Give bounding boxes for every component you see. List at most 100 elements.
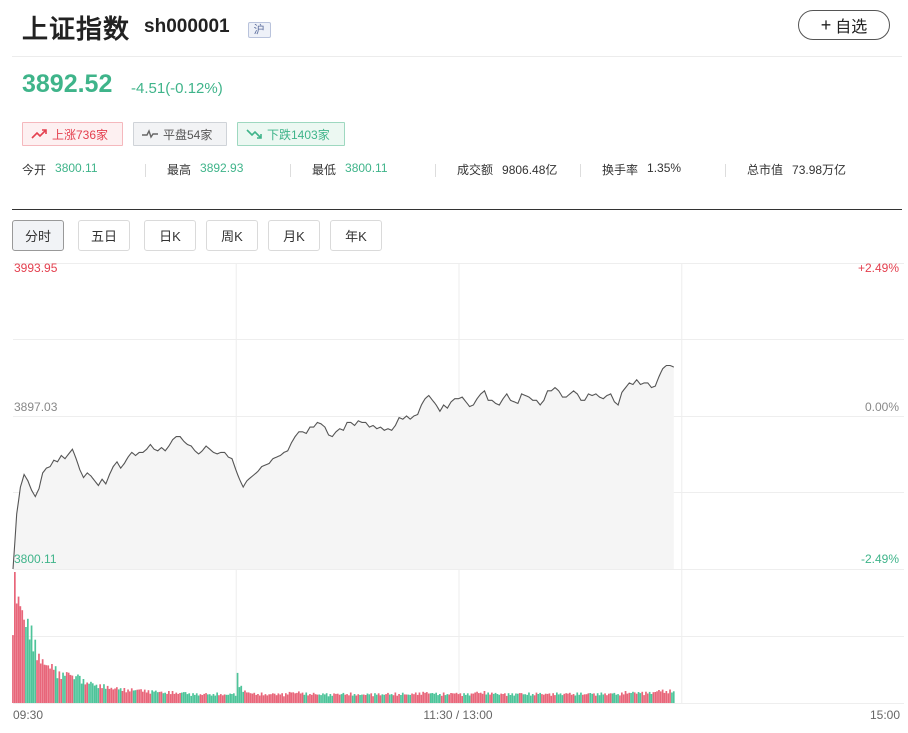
volume-bar xyxy=(598,695,601,703)
volume-bar xyxy=(88,683,90,703)
volume-bar xyxy=(39,663,42,703)
volume-bar xyxy=(628,692,631,703)
volume-bar xyxy=(672,691,675,703)
volume-bar xyxy=(234,695,237,703)
volume-bar xyxy=(531,694,534,703)
volume-bar xyxy=(288,691,291,703)
volume-bar xyxy=(431,693,434,703)
volume-bar xyxy=(294,693,296,703)
volume-bar xyxy=(104,688,107,703)
x-axis-end-label: 15:00 xyxy=(870,708,900,722)
volume-bar xyxy=(580,692,582,703)
volume-bar xyxy=(671,692,673,703)
volume-bar xyxy=(518,693,521,703)
volume-bar xyxy=(103,684,105,703)
volume-bar xyxy=(481,693,484,703)
volume-bar xyxy=(190,695,192,703)
volume-bar xyxy=(604,693,606,703)
volume-bar xyxy=(333,693,335,703)
volume-bar xyxy=(194,694,196,703)
volume-bar xyxy=(390,694,393,703)
volume-bar xyxy=(448,694,450,703)
volume-bar xyxy=(325,693,328,703)
stat-divider xyxy=(435,164,436,177)
tab-5day[interactable]: 五日 xyxy=(78,220,130,251)
tab-weekly-k[interactable]: 周K xyxy=(206,220,258,251)
stat-divider xyxy=(725,164,726,177)
volume-bar xyxy=(595,695,597,703)
volume-bar xyxy=(129,691,131,703)
volume-bar xyxy=(132,690,135,703)
volume-bar xyxy=(472,693,475,703)
tab-monthly-k[interactable]: 月K xyxy=(268,220,320,251)
volume-bar xyxy=(138,689,140,703)
volume-bar xyxy=(160,691,163,703)
volume-bar xyxy=(181,692,183,703)
volume-bar xyxy=(505,695,508,703)
volume-bar xyxy=(312,692,315,703)
stat-value: 1.35% xyxy=(647,161,682,175)
tab-yearly-k[interactable]: 年K xyxy=(330,220,382,251)
volume-bar xyxy=(494,692,497,703)
stat-label: 最低 xyxy=(312,163,337,177)
volume-bar xyxy=(650,694,653,703)
tab-daily-k[interactable]: 日K xyxy=(144,220,196,251)
volume-bar xyxy=(156,692,159,703)
volume-bar xyxy=(377,693,380,703)
volume-bar xyxy=(253,692,256,703)
stat-label: 总市值 xyxy=(747,163,784,177)
volume-bar xyxy=(474,692,476,703)
volume-bar xyxy=(266,695,269,703)
volume-bar xyxy=(275,695,278,703)
volume-bar xyxy=(203,693,205,703)
tab-intraday[interactable]: 分时 xyxy=(12,220,64,251)
volume-bar xyxy=(587,693,590,703)
price-area xyxy=(13,365,674,569)
volume-bar xyxy=(43,664,46,703)
volume-bar xyxy=(335,693,337,703)
volume-bar xyxy=(169,694,172,703)
volume-bar xyxy=(487,692,489,703)
stock-name: 上证指数 xyxy=(22,13,131,44)
add-watchlist-button[interactable]: + 自选 xyxy=(798,10,890,40)
volume-bar xyxy=(637,692,640,703)
volume-bar xyxy=(188,693,191,703)
volume-bar xyxy=(305,692,308,703)
volume-bar xyxy=(112,689,114,703)
advancers-count: 上涨736家 xyxy=(52,127,109,142)
volume-bar xyxy=(442,692,445,703)
volume-bar xyxy=(440,695,443,703)
volume-bar xyxy=(34,639,37,703)
volume-bar xyxy=(223,694,226,703)
volume-bar xyxy=(401,692,404,703)
volume-bar xyxy=(175,692,178,703)
volume-bar xyxy=(54,666,57,703)
volume-bar xyxy=(277,693,280,703)
volume-bar xyxy=(56,678,59,703)
volume-bar xyxy=(166,693,168,703)
volume-bar xyxy=(73,679,76,703)
volume-bar xyxy=(52,669,55,703)
volume-bar xyxy=(569,692,571,703)
volume-bar xyxy=(368,694,371,703)
volume-bar xyxy=(515,693,517,703)
volume-bar xyxy=(158,691,161,703)
volume-bar xyxy=(548,693,551,703)
volume-bar xyxy=(15,603,18,703)
volume-bar xyxy=(492,693,495,703)
volume-bar xyxy=(27,618,29,703)
stat-label: 今开 xyxy=(22,163,47,177)
volume-bar xyxy=(667,693,670,703)
volume-bar xyxy=(348,695,350,703)
volume-bar xyxy=(364,695,367,703)
volume-bar xyxy=(91,683,94,703)
volume-bar xyxy=(504,693,506,703)
x-axis-start-label: 09:30 xyxy=(13,708,43,722)
volume-bar xyxy=(639,693,642,703)
volume-bar xyxy=(257,694,259,703)
volume-bar xyxy=(407,694,410,703)
volume-bar xyxy=(500,693,502,703)
volume-bar xyxy=(309,694,311,703)
volume-bar xyxy=(396,695,398,703)
